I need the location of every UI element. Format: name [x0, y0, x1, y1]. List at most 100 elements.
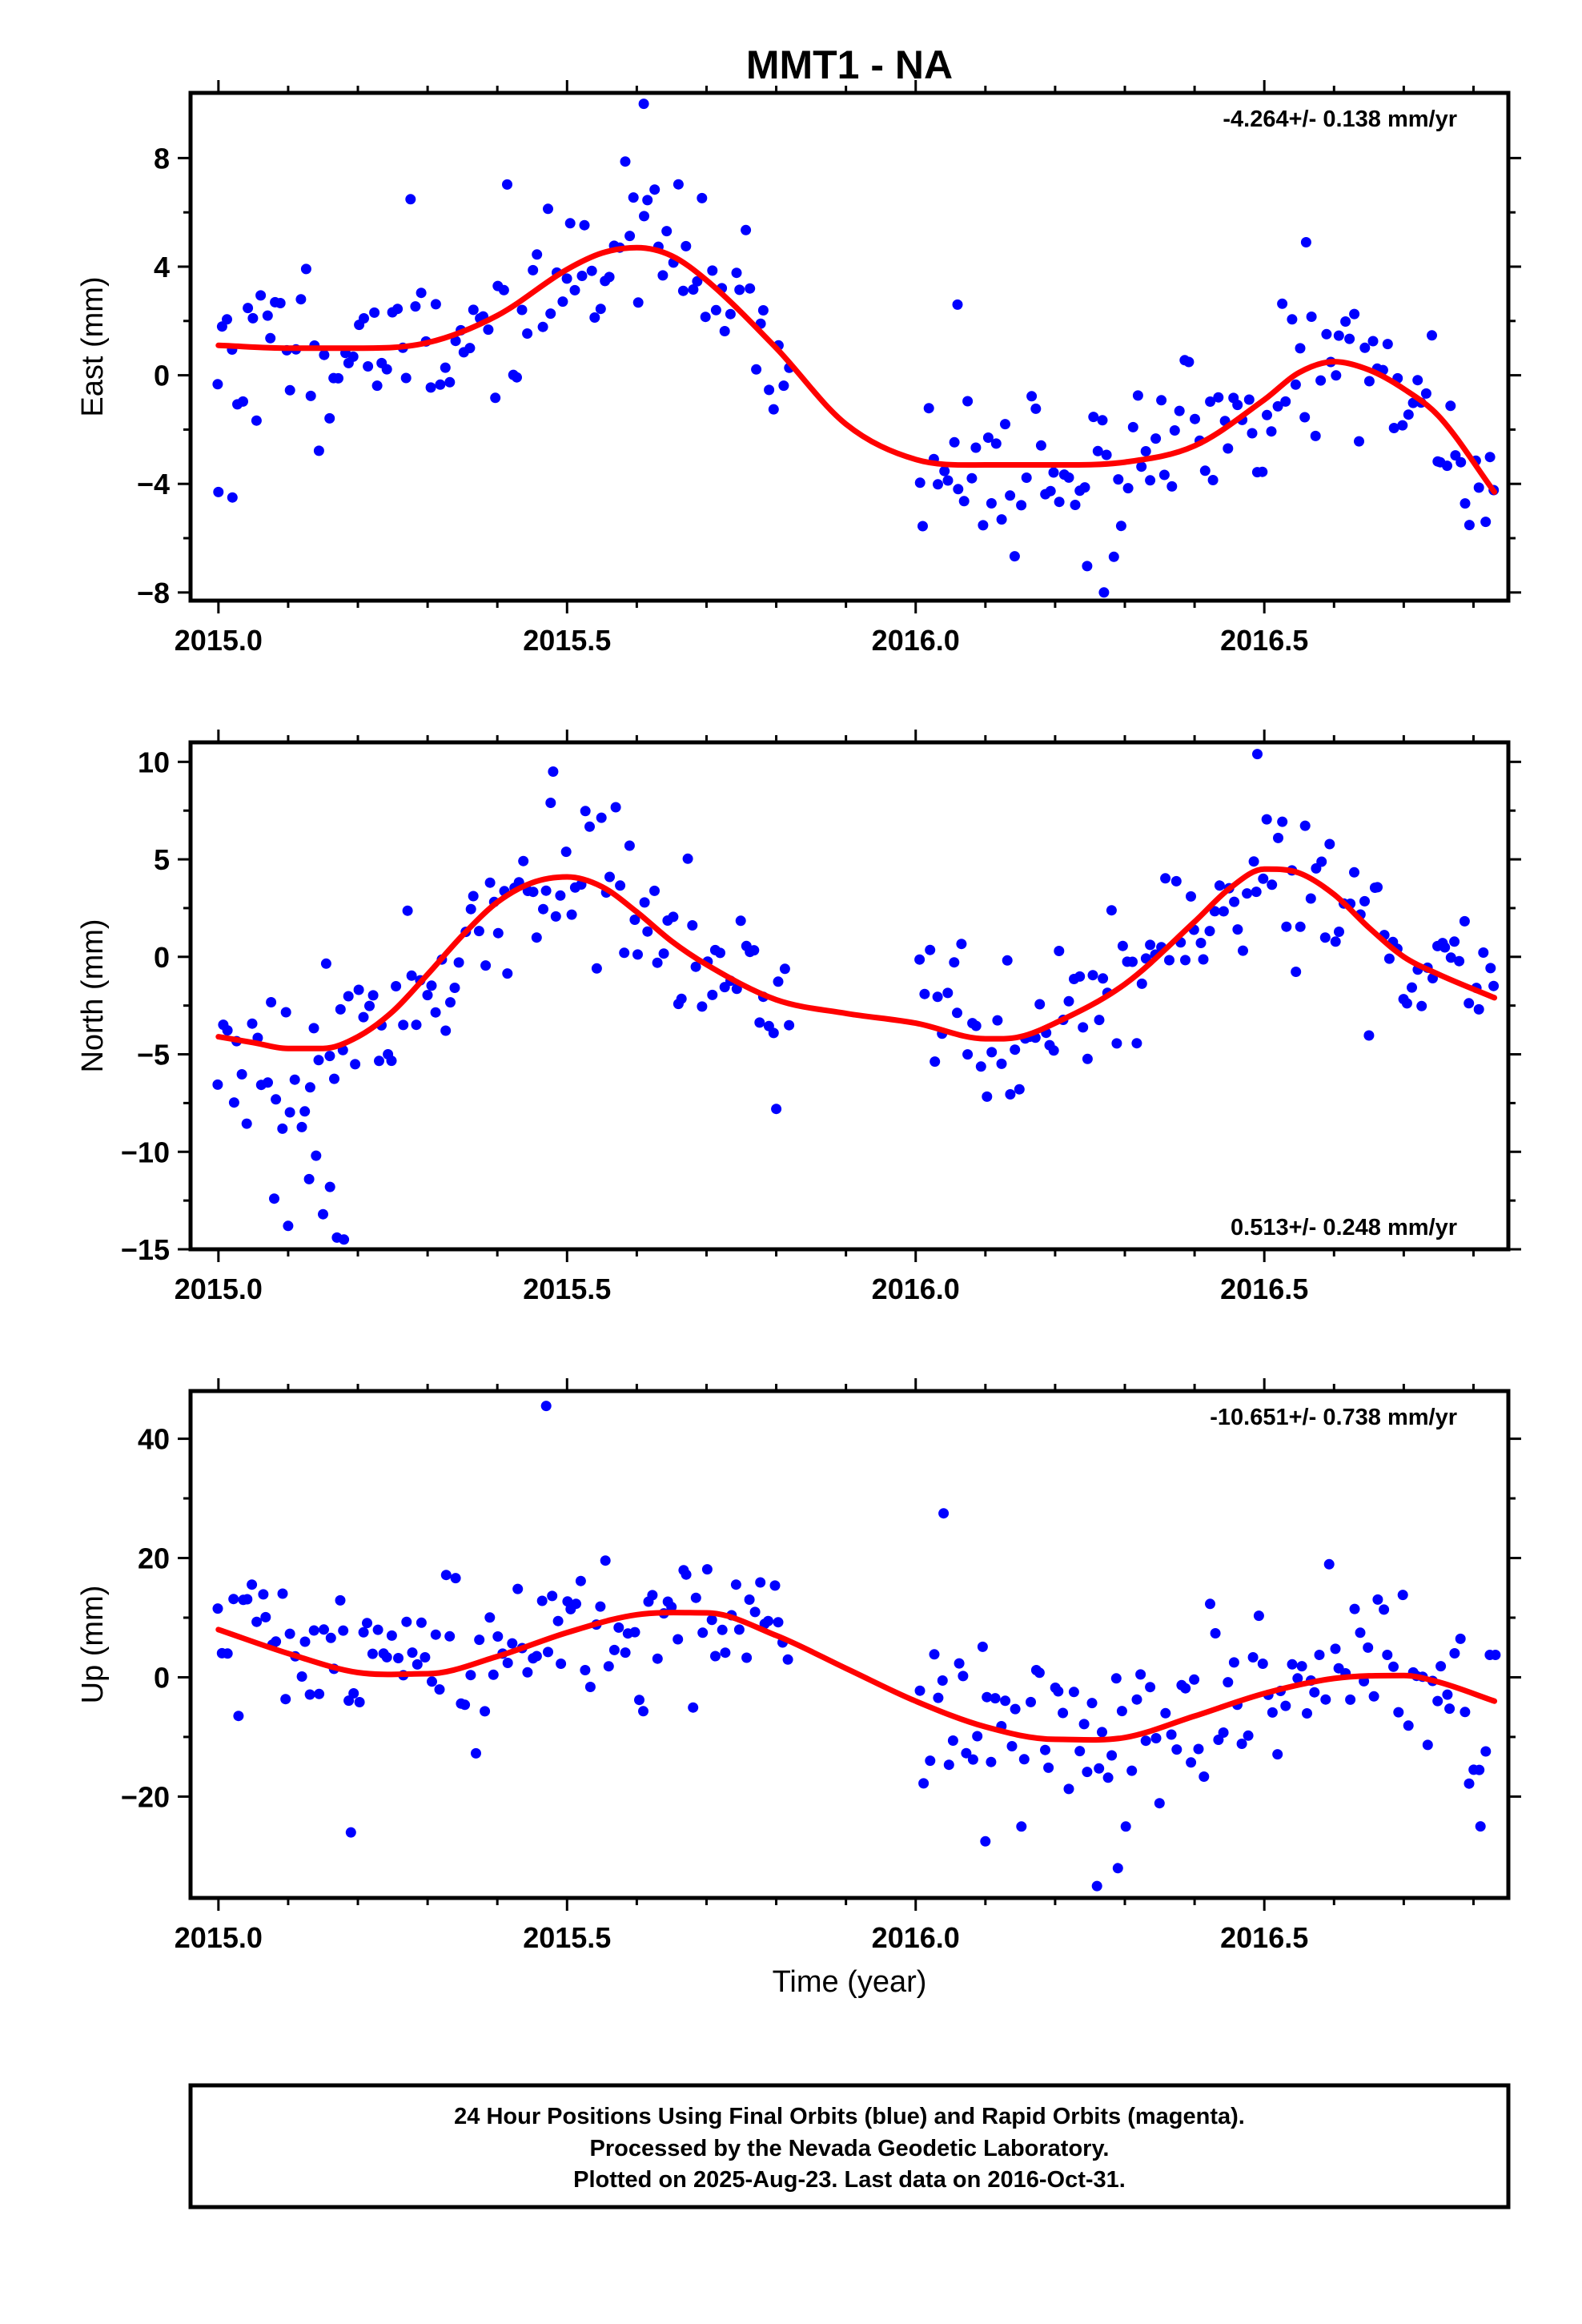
data-point [604, 271, 615, 283]
data-point [1459, 915, 1470, 927]
y-axis-label: East (mm) [76, 276, 110, 416]
data-point [977, 1641, 988, 1652]
data-point [1054, 497, 1065, 508]
data-point [982, 1091, 993, 1102]
data-point [1106, 1750, 1118, 1761]
data-point [228, 1594, 239, 1605]
data-point [953, 484, 964, 495]
data-point [468, 304, 479, 316]
data-point [522, 328, 533, 339]
model-curve [215, 1610, 1498, 1743]
data-point [536, 1595, 548, 1606]
data-point [1034, 999, 1046, 1010]
data-point [638, 1706, 648, 1717]
data-point [1324, 838, 1335, 850]
data-point [540, 885, 552, 896]
data-point [596, 812, 607, 823]
data-point [284, 384, 295, 396]
data-point [632, 297, 644, 308]
data-point [1074, 1746, 1086, 1757]
data-point [769, 1580, 781, 1591]
data-point [263, 1077, 273, 1088]
data-point [649, 885, 660, 896]
data-point [1344, 333, 1355, 344]
data-point [639, 211, 649, 222]
data-point [1302, 1708, 1312, 1719]
data-point [1258, 873, 1269, 884]
data-point [1205, 396, 1216, 407]
data-point [512, 372, 522, 383]
data-point [938, 1508, 950, 1519]
data-point [1456, 456, 1467, 468]
data-point [1063, 1783, 1074, 1795]
data-point [735, 915, 746, 927]
data-point [1460, 498, 1471, 509]
data-point [1150, 433, 1162, 444]
x-tick-label: 2015.0 [175, 1921, 263, 1954]
data-point [1316, 856, 1327, 867]
footer-line-2: Processed by the Nevada Geodetic Laborat… [590, 2136, 1110, 2161]
data-point [1251, 887, 1262, 898]
data-point [296, 1671, 307, 1682]
data-point [1005, 490, 1016, 501]
data-point [400, 372, 412, 384]
data-point [319, 1624, 329, 1635]
data-point [1122, 483, 1134, 494]
data-point [673, 179, 684, 190]
data-point [393, 1653, 404, 1663]
data-point [676, 993, 687, 1004]
data-point [1444, 1703, 1456, 1715]
data-point [1204, 926, 1215, 937]
data-point [986, 498, 997, 509]
data-point [271, 1636, 282, 1647]
data-point [1464, 520, 1475, 531]
data-point [430, 1629, 441, 1640]
up-panel: 2015.0 2015.5 2016.0 2016.5 −20 0 20 40 Up (mm) -… [76, 1378, 1521, 1954]
data-point [923, 403, 934, 414]
data-point [1272, 400, 1283, 412]
data-point [1174, 405, 1185, 416]
data-point [1435, 1661, 1447, 1672]
data-point [1475, 1821, 1486, 1832]
data-point [942, 987, 954, 999]
data-point [1035, 440, 1046, 451]
data-point [305, 390, 316, 401]
data-point [251, 1616, 263, 1627]
data-point [480, 1706, 491, 1717]
data-point [1186, 1757, 1197, 1768]
data-point [1045, 485, 1056, 497]
data-point [652, 1653, 663, 1664]
data-point [1154, 1798, 1165, 1809]
data-point [1432, 1695, 1443, 1707]
data-point [1158, 469, 1170, 480]
data-point [296, 1121, 307, 1132]
data-point [434, 1684, 445, 1695]
y-tick-label: −20 [121, 1780, 170, 1813]
data-point [304, 1689, 315, 1700]
data-point [952, 1007, 962, 1019]
data-point [1253, 1610, 1264, 1622]
data-point [688, 284, 699, 295]
data-point [1309, 1687, 1320, 1698]
data-point [1198, 954, 1209, 965]
data-point [1416, 1000, 1427, 1011]
data-point [1281, 921, 1292, 932]
data-point [566, 909, 577, 920]
data-point [575, 1575, 586, 1586]
data-point [589, 312, 600, 323]
data-point [608, 1644, 620, 1655]
data-point [247, 1018, 258, 1029]
data-point [359, 313, 369, 324]
data-point [1236, 1739, 1247, 1749]
y-tick-label: −5 [137, 1039, 170, 1072]
y-tick-label: −10 [121, 1136, 170, 1168]
data-point [1292, 1673, 1303, 1684]
data-point [638, 99, 649, 110]
data-point [1349, 1603, 1360, 1614]
x-tick-label: 2015.5 [523, 1921, 611, 1954]
data-point [731, 267, 742, 279]
data-point [1232, 400, 1243, 411]
data-point [325, 1632, 336, 1643]
data-point [1359, 342, 1371, 353]
